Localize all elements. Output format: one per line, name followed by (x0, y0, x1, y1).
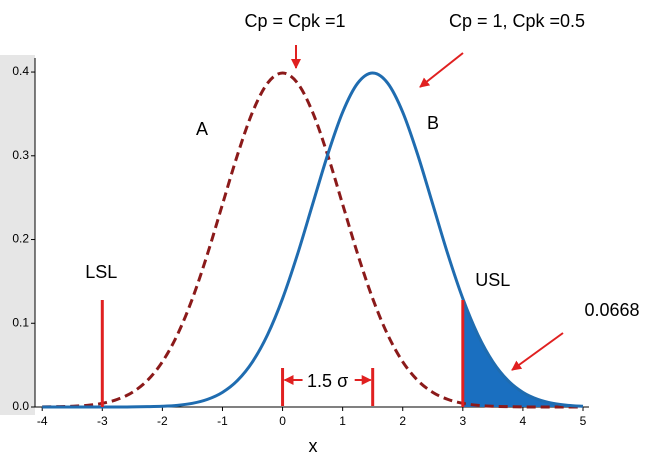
x-tick-label: -4 (37, 414, 48, 428)
x-tick-label: 5 (580, 414, 587, 428)
y-tick-label: 0.1 (12, 315, 29, 329)
y-tick-label: 0.2 (12, 232, 29, 246)
x-tick-label: -2 (157, 414, 168, 428)
spec-limit-label: USL (475, 270, 510, 290)
shift-label: 1.5 σ (307, 371, 348, 391)
series-label: B (427, 113, 439, 133)
x-tick-label: 0 (279, 414, 286, 428)
annotation: Cp = Cpk =1 (244, 11, 345, 31)
y-tick-label: 0.4 (12, 64, 29, 78)
series-label: A (196, 119, 208, 139)
arrow (419, 52, 464, 88)
axis-background (0, 55, 35, 415)
tail-area-label: 0.0668 (584, 300, 639, 320)
tail-area (462, 298, 583, 407)
x-tick-label: 2 (399, 414, 406, 428)
spec-limit-label: LSL (85, 262, 117, 282)
arrow (511, 332, 564, 371)
series-line (42, 71, 583, 409)
x-tick-label: 1 (339, 414, 346, 428)
x-axis-label: x (309, 436, 318, 456)
x-tick-label: 4 (520, 414, 527, 428)
y-tick-label: 0.3 (12, 148, 29, 162)
x-tick-label: 3 (459, 414, 466, 428)
x-tick-label: -1 (217, 414, 228, 428)
x-tick-label: -3 (97, 414, 108, 428)
annotation: Cp = 1, Cpk =0.5 (449, 11, 585, 31)
series-line (42, 71, 584, 409)
y-tick-label: 0.0 (12, 399, 29, 413)
